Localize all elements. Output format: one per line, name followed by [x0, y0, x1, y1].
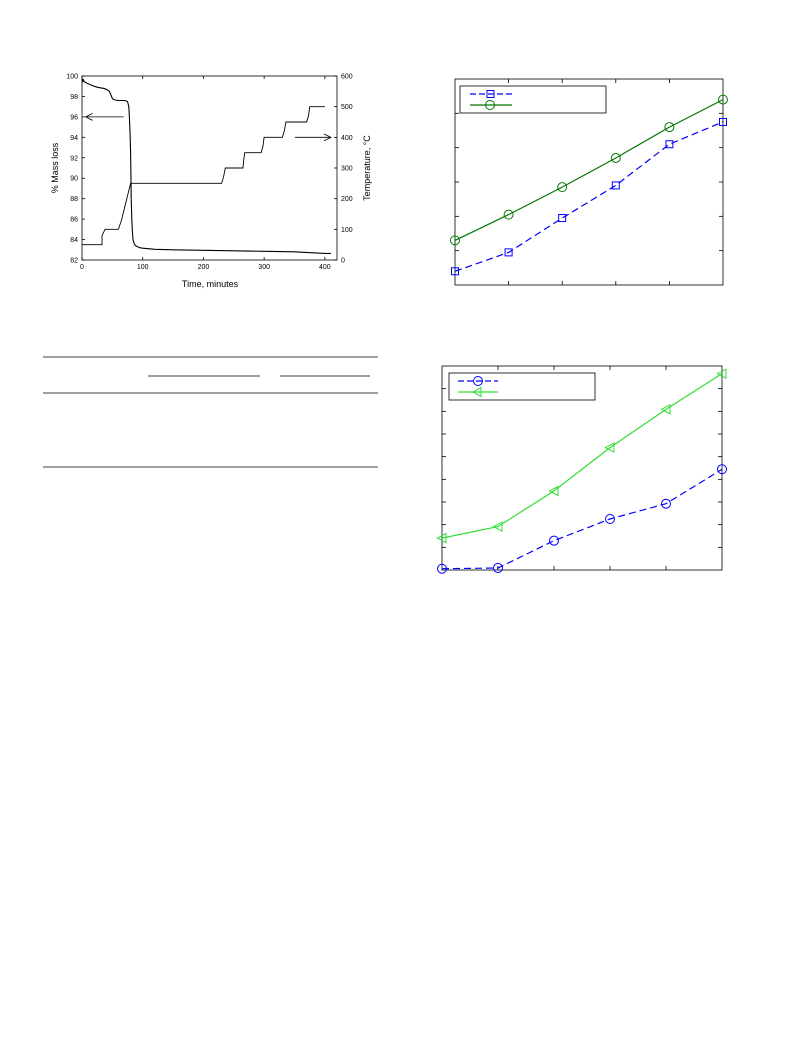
- y2-tick-label: 500: [341, 104, 353, 111]
- x-tick-label: 300: [258, 264, 270, 271]
- legend-marker-circle: [473, 376, 483, 386]
- data-point-circle: [718, 94, 728, 105]
- data-point-square: [665, 140, 674, 149]
- series-line: [441, 373, 723, 539]
- data-point-circle: [664, 122, 675, 133]
- tga-y2-axis-label: Temperature, °C: [362, 135, 372, 201]
- y-tick-label: 98: [70, 94, 78, 101]
- y-tick-label: 96: [70, 114, 78, 121]
- top-right-ticks: [455, 79, 723, 285]
- y-tick-label: 84: [70, 237, 78, 244]
- left-arrow-head: [84, 113, 93, 121]
- y-tick-label: 86: [70, 217, 78, 224]
- legend-marker-square: [486, 90, 495, 98]
- data-point-triangle: [436, 532, 447, 544]
- data-point-square: [558, 214, 567, 223]
- y2-tick-label: 300: [341, 166, 353, 173]
- y-tick-label: 88: [70, 196, 78, 203]
- data-point-circle: [661, 498, 671, 509]
- data-point-circle: [717, 464, 727, 475]
- table-rules: [43, 356, 378, 468]
- legend-box: [448, 372, 596, 401]
- bottom-right-series: [436, 368, 727, 574]
- data-point-circle: [503, 209, 514, 220]
- bottom-right-ticks: [442, 366, 722, 570]
- temperature-line: [82, 106, 325, 246]
- data-point-circle: [493, 562, 503, 573]
- y-tick-label: 90: [70, 176, 78, 183]
- top-right-legend: [459, 85, 607, 114]
- tga-lines: [81, 77, 332, 254]
- series-line: [441, 468, 723, 570]
- data-point-circle: [557, 182, 568, 193]
- top-right-chart: [450, 78, 728, 286]
- y-tick-label: 82: [70, 258, 78, 265]
- x-tick-label: 400: [319, 264, 331, 271]
- data-point-triangle: [604, 442, 615, 453]
- legend-box: [459, 85, 607, 114]
- y-tick-label: 94: [70, 135, 78, 142]
- data-point-circle: [605, 514, 615, 524]
- y2-tick-label: 0: [341, 258, 345, 265]
- data-point-triangle: [492, 521, 503, 532]
- tga-plot-frame: [81, 75, 338, 261]
- tga-y-axis-label: % Mass loss: [50, 142, 60, 193]
- data-point-circle: [549, 535, 559, 546]
- data-point-circle: [450, 235, 460, 246]
- top-right-series: [450, 94, 728, 276]
- series-line: [454, 99, 724, 241]
- bottom-right-plot-frame: [441, 365, 723, 571]
- x-tick-label: 0: [80, 264, 84, 271]
- y2-tick-label: 600: [341, 74, 353, 81]
- legend-marker-triangle: [471, 386, 482, 398]
- y2-tick-label: 200: [341, 196, 353, 203]
- tga-chart: 0 100 200 300 400 82 84 86 88 90 92 94 96 98 100 0 100 20…: [50, 74, 372, 290]
- bottom-right-legend: [448, 372, 596, 401]
- data-point-circle: [610, 152, 621, 163]
- data-point-triangle: [716, 368, 727, 379]
- mass-loss-line: [81, 77, 331, 254]
- data-point-circle: [437, 563, 447, 574]
- tga-ticks: 0 100 200 300 400 82 84 86 88 90 92 94 96 98 100 0 100 20…: [66, 74, 352, 272]
- bottom-right-chart: [436, 365, 727, 574]
- data-point-triangle: [660, 404, 671, 415]
- y-tick-label: 100: [66, 74, 78, 81]
- data-point-square: [504, 248, 513, 257]
- series-line: [454, 121, 724, 272]
- x-tick-label: 100: [137, 264, 149, 271]
- legend-marker-circle: [485, 100, 495, 110]
- data-point-square: [451, 267, 459, 276]
- y2-tick-label: 100: [341, 227, 353, 234]
- data-point-triangle: [548, 485, 559, 497]
- y-tick-label: 92: [70, 155, 78, 162]
- right-arrow-head: [323, 133, 332, 142]
- data-point-square: [611, 181, 620, 190]
- tga-x-axis-label: Time, minutes: [182, 279, 239, 289]
- x-tick-label: 200: [198, 264, 210, 271]
- data-point-square: [719, 117, 727, 126]
- y2-tick-label: 400: [341, 135, 353, 142]
